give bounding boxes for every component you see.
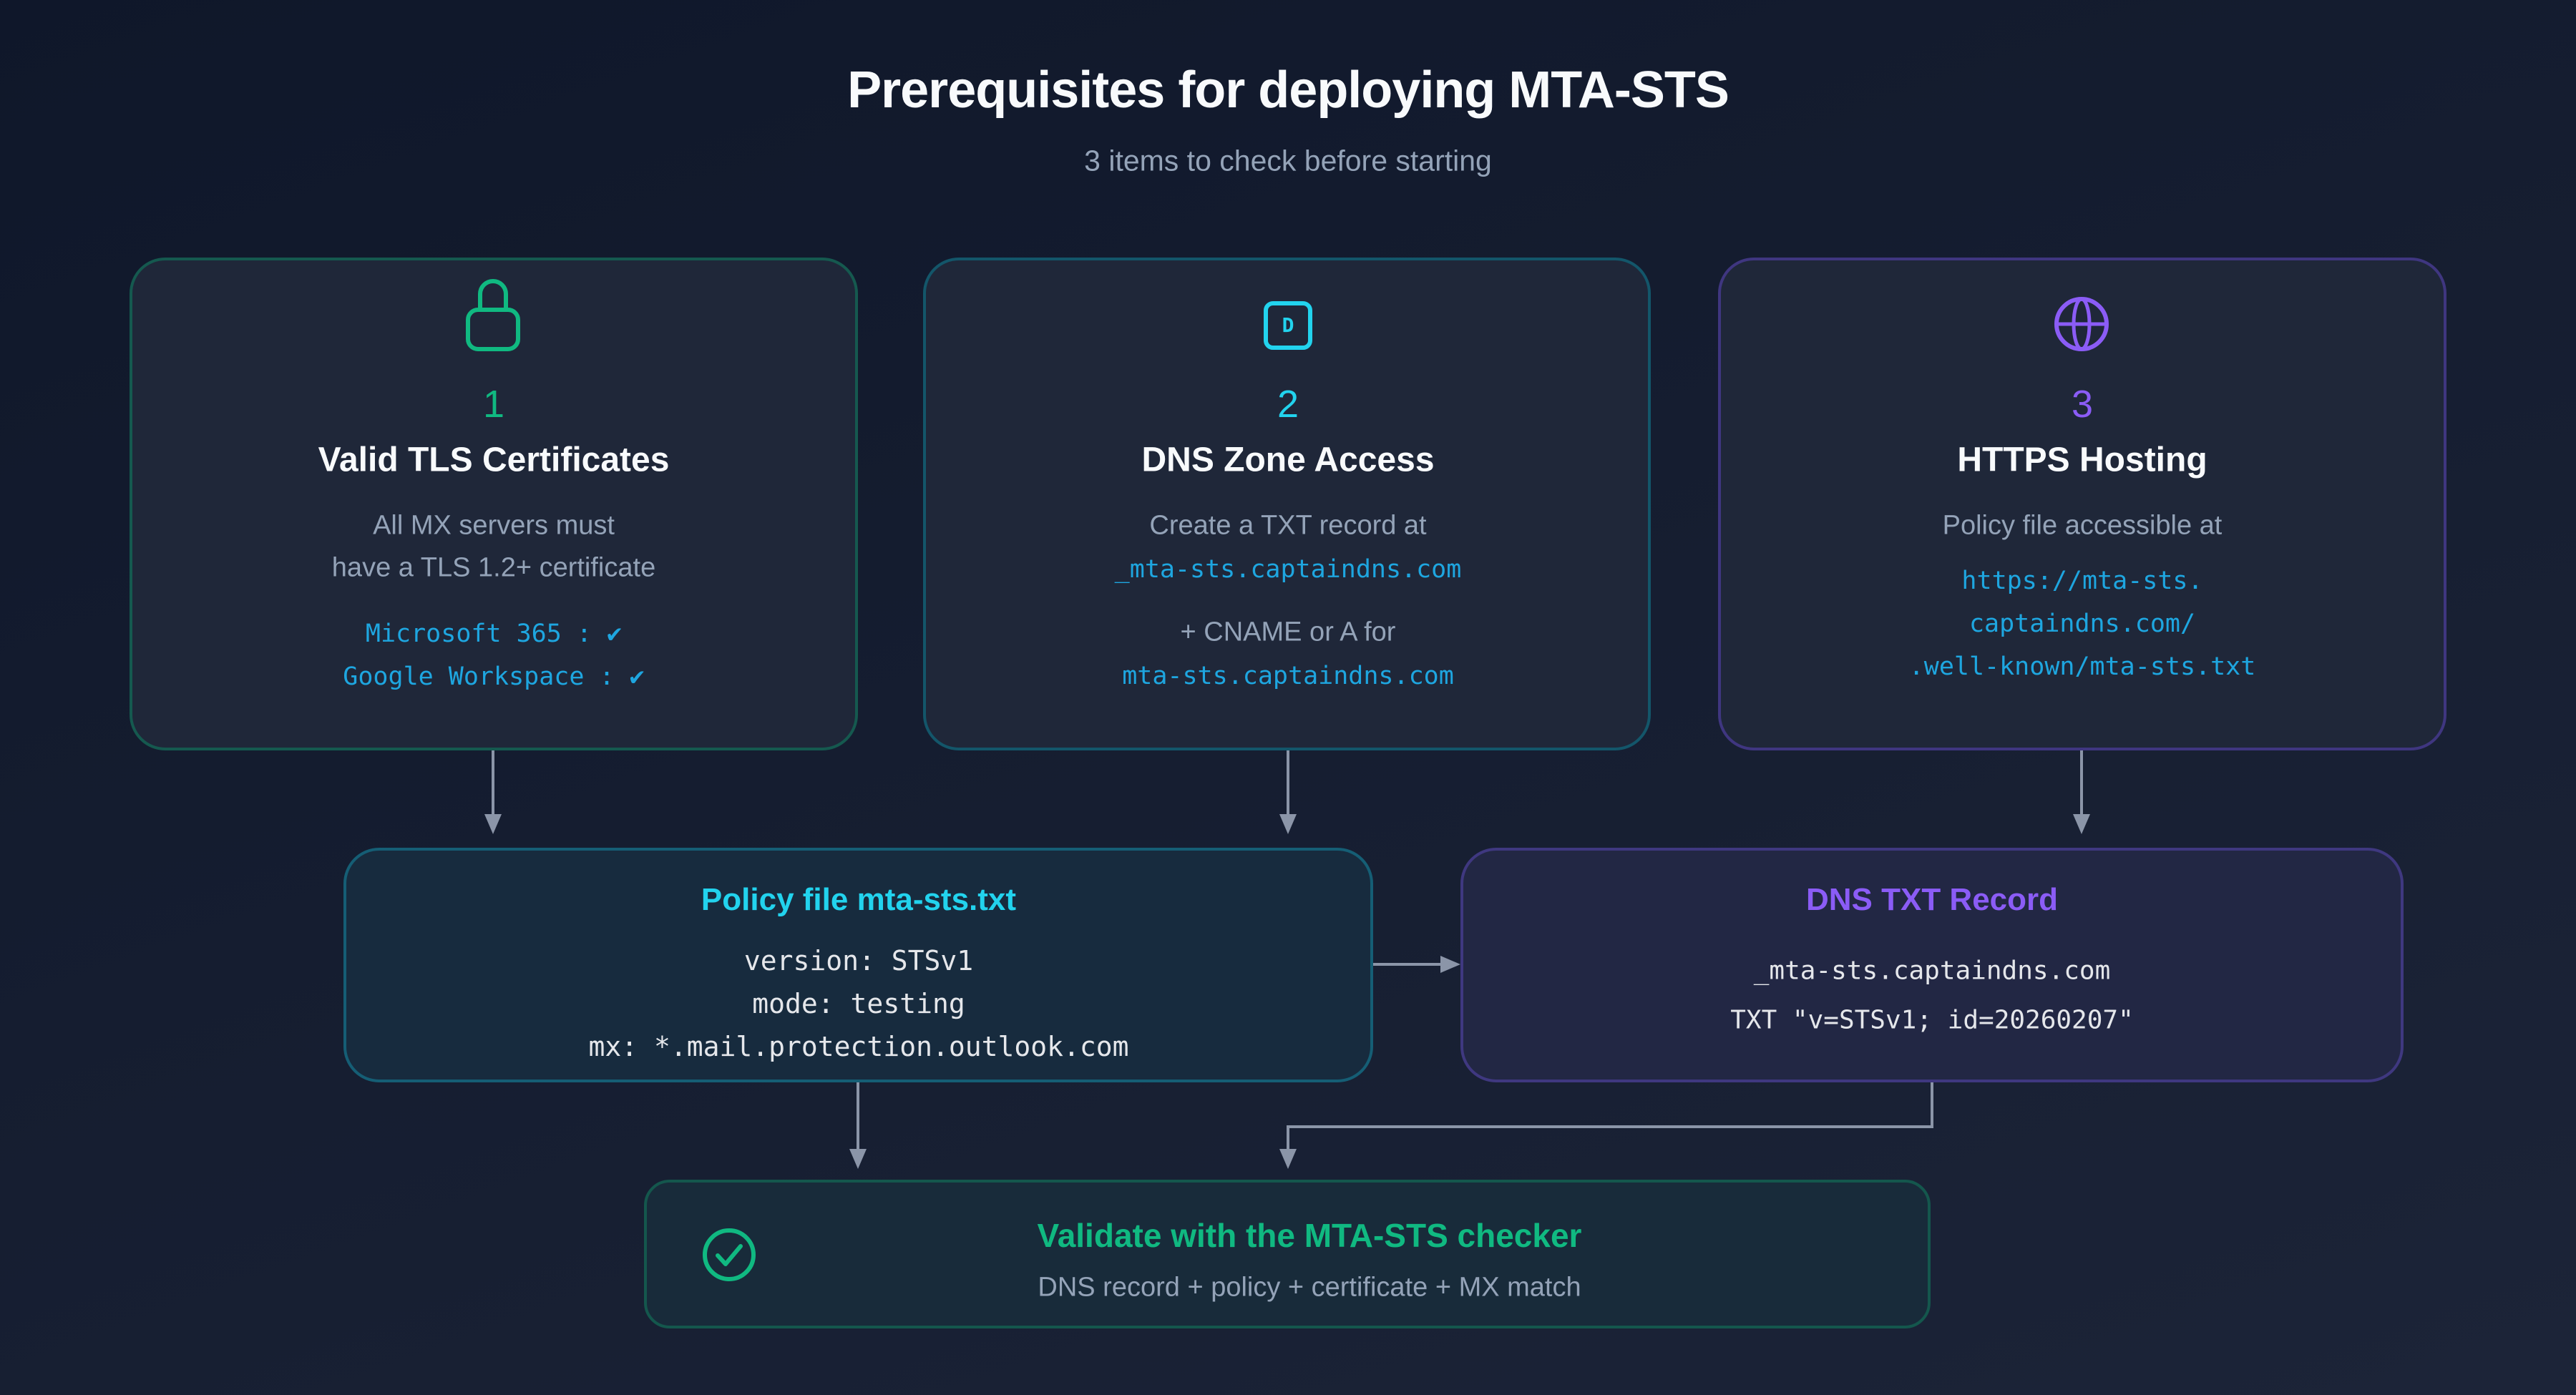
card-title: DNS Zone Access [1141,441,1435,479]
policy-url-line: captaindns.com/ [1968,610,2196,638]
policy-line: mx: *.mail.protection.outlook.com [588,1031,1129,1062]
dns-record-line: _mta-sts.captaindns.com [1753,956,2111,986]
policy-url-line: https://mta-sts. [1961,567,2203,595]
card-tls-certificates [130,258,858,750]
card-https-hosting [1718,258,2446,750]
card-number: 2 [1277,383,1299,426]
arrow-head [484,814,502,834]
check-circle-icon [703,1228,756,1281]
provider-status-microsoft: Microsoft 365 : ✔ [365,620,623,648]
validate-subtitle: DNS record + policy + certificate + MX m… [1038,1272,1581,1303]
card-desc-line: All MX servers must [373,510,615,541]
dns-icon: D [1264,301,1312,350]
dns-txt-record-box [1460,848,2404,1082]
cname-host: mta-sts.captaindns.com [1122,662,1454,690]
policy-line: version: STSv1 [743,945,974,976]
page-title: Prerequisites for deploying MTA-STS [847,62,1729,119]
provider-status-google: Google Workspace : ✔ [343,662,645,691]
dns-record-line: TXT "v=STSv1; id=20260207" [1730,1005,2134,1035]
policy-file-box [343,848,1373,1082]
card-desc-line: + CNAME or A for [1180,617,1396,647]
card-desc-line: Policy file accessible at [1942,510,2223,541]
arrow-head [1279,814,1297,834]
policy-file-title: Policy file mta-sts.txt [701,882,1017,917]
dns-icon-letter: D [1282,313,1294,337]
validate-box [644,1180,1931,1328]
arrow-head [2073,814,2090,834]
validate-title: Validate with the MTA-STS checker [1037,1217,1582,1254]
arrow-head [1279,1149,1297,1169]
card-title: Valid TLS Certificates [318,441,670,479]
lock-icon [466,279,520,351]
card-number: 3 [2071,383,2094,426]
card-title: HTTPS Hosting [1957,441,2207,479]
card-desc-line: Create a TXT record at [1149,510,1427,541]
card-dns-zone-access [923,258,1651,750]
arrow-line [1287,1082,1933,1150]
dns-txt-record-title: DNS TXT Record [1805,882,2059,917]
arrow-head [849,1149,867,1169]
policy-line: mode: testing [752,988,965,1019]
page-subtitle: 3 items to check before starting [1084,144,1492,177]
globe-icon [2054,297,2109,351]
arrow-head [1440,956,1460,973]
txt-record-host: _mta-sts.captaindns.com [1114,555,1462,584]
card-number: 1 [482,383,505,426]
card-desc-line: have a TLS 1.2+ certificate [331,552,656,583]
policy-url-line: .well-known/mta-sts.txt [1908,652,2256,681]
